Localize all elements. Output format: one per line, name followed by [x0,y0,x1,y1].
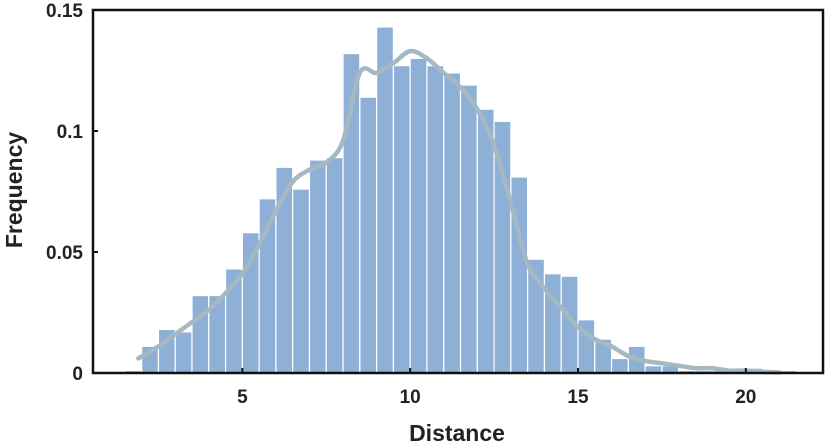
histogram-bar [459,84,478,374]
x-tick-label: 5 [237,387,248,408]
histogram-bars [124,26,797,374]
histogram-bar [376,26,394,374]
histogram-bar [426,65,445,374]
histogram-bar [476,108,495,374]
histogram-bar [174,331,193,374]
histogram-bar [610,357,629,374]
x-tick-label: 20 [735,387,756,408]
axis-tick-labels: 5 10 15 20 0 0.05 0.1 0.15 [46,1,756,408]
axis-ticks [93,9,747,374]
histogram-bar [409,57,428,374]
plot-frame [91,8,825,375]
y-axis-label: Frequency [1,132,27,249]
histogram-bar [392,65,411,374]
histogram-bar [292,188,311,374]
histogram-bar [443,72,462,374]
histogram-bar [325,157,344,374]
histogram-bar [308,159,327,374]
x-tick-label: 10 [400,387,421,408]
histogram-bar [191,294,210,374]
x-axis-label: Distance [409,420,505,444]
y-tick-label: 0.1 [57,122,84,143]
x-tick-label: 15 [567,387,589,408]
y-tick-label: 0.05 [46,243,83,264]
kde-curve [136,48,782,375]
y-tick-label: 0.15 [46,1,83,22]
y-tick-label: 0 [72,364,83,385]
histogram-bar [359,96,378,374]
